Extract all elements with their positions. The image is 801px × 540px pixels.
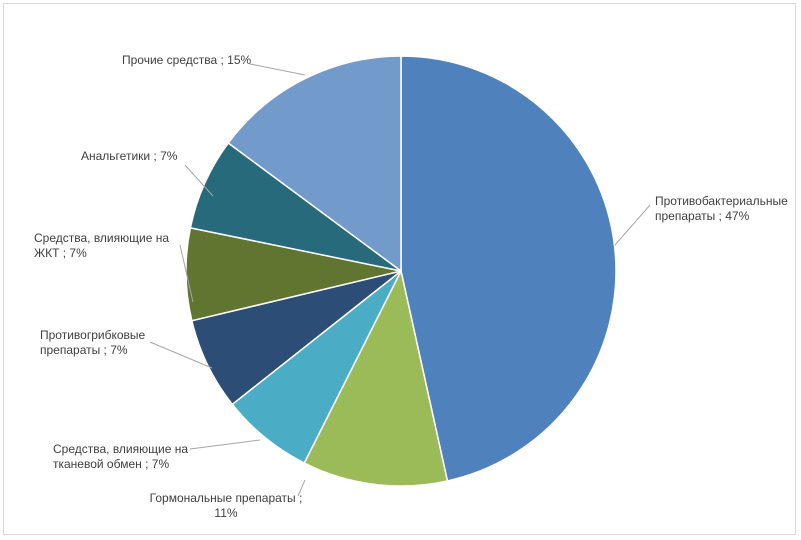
data-label-6: Анальгетики ; 7% xyxy=(81,149,178,163)
data-label-line: Анальгетики ; 7% xyxy=(81,149,178,163)
data-label-line: 11% xyxy=(214,506,237,520)
pie-slices xyxy=(185,55,617,487)
data-label-line: Противобактериальные xyxy=(655,194,788,208)
data-label-2: Гормональные препараты ; 11% xyxy=(150,491,303,520)
leader-line-3 xyxy=(189,439,261,450)
data-label-line: Прочие средства ; 15% xyxy=(122,53,252,67)
pie-slice-1 xyxy=(400,55,617,482)
data-label-line: препараты ; 47% xyxy=(655,209,750,223)
data-label-line: тканевой обмен ; 7% xyxy=(53,457,169,471)
pie-slice-2 xyxy=(303,268,449,487)
leader-line-7 xyxy=(249,63,306,76)
data-label-5: Средства, влияющие на ЖКТ ; 7% xyxy=(34,231,169,260)
leader-line-2 xyxy=(297,479,306,497)
data-label-4: Противогрибковые препараты ; 7% xyxy=(40,328,146,357)
data-labels: Противобактериальные препараты ; 47% Гормо… xyxy=(34,53,788,520)
data-label-line: ЖКТ ; 7% xyxy=(34,246,87,260)
data-label-line: Противогрибковые xyxy=(40,328,146,342)
leader-line-1 xyxy=(614,204,651,246)
data-label-7: Прочие средства ; 15% xyxy=(122,53,252,67)
data-label-line: Средства, влияющие на xyxy=(34,231,169,245)
data-label-line: препараты ; 7% xyxy=(40,343,128,357)
data-label-3: Средства, влияющие на тканевой обмен ; 7% xyxy=(53,442,188,471)
leader-line-4 xyxy=(149,341,213,369)
leader-lines xyxy=(149,63,651,497)
data-label-line: Средства, влияющие на xyxy=(53,442,188,456)
data-label-line: Гормональные препараты ; xyxy=(150,491,303,505)
leader-line-6 xyxy=(184,164,214,197)
data-label-1: Противобактериальные препараты ; 47% xyxy=(655,194,788,223)
pie-slice-7 xyxy=(227,55,402,273)
leader-line-5 xyxy=(179,244,194,303)
